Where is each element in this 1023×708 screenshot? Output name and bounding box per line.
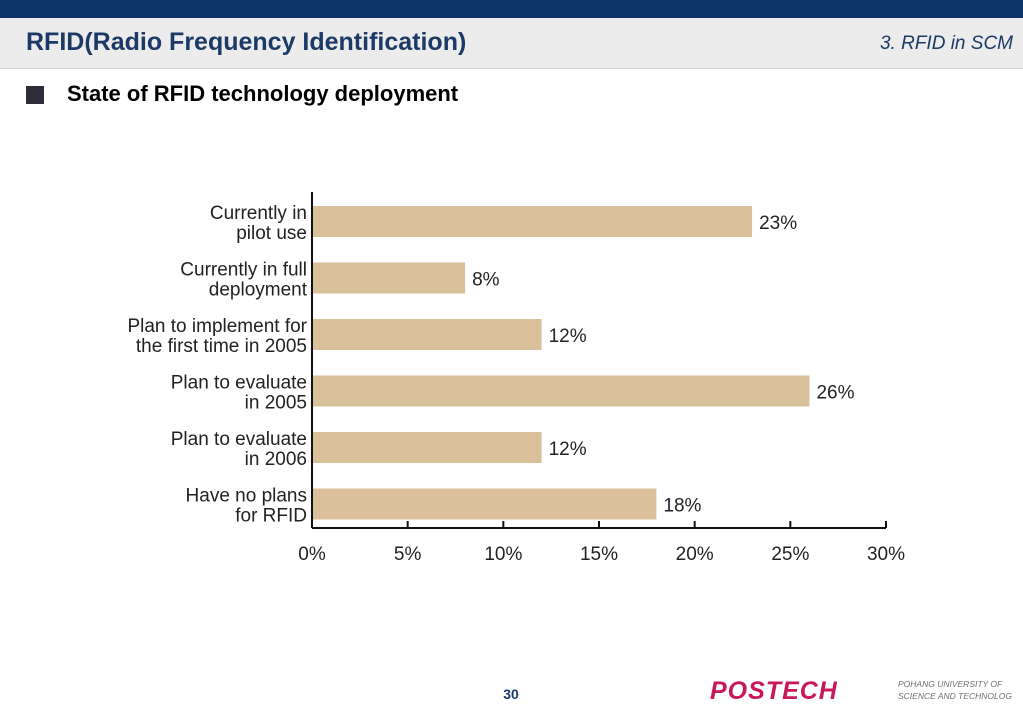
category-label: deployment [209, 280, 308, 301]
bar-value-label: 12% [549, 326, 587, 347]
top-stripe [0, 0, 1023, 18]
category-label: for RFID [235, 506, 307, 527]
category-label: Plan to evaluate [171, 373, 307, 394]
bar [312, 488, 657, 520]
postech-logo: POSTECH POHANG UNIVERSITY OF SCIENCE AND… [710, 677, 1013, 705]
header-band [0, 18, 1023, 69]
category-label: in 2006 [245, 449, 307, 470]
bar-value-label: 18% [663, 496, 701, 517]
bar [312, 432, 542, 463]
bar [312, 375, 810, 407]
bullet-square-icon [26, 86, 44, 104]
category-label: in 2005 [245, 393, 307, 414]
x-tick-label: 25% [771, 544, 809, 565]
x-tick-label: 20% [676, 544, 714, 565]
category-label: Currently in [210, 203, 307, 224]
category-label: pilot use [236, 223, 307, 244]
logo-university-line2: SCIENCE AND TECHNOLOGY [898, 691, 1013, 701]
page-number: 30 [503, 686, 519, 702]
section-label: 3. RFID in SCM [879, 33, 1013, 54]
chart-subtitle: State of RFID technology deployment [67, 81, 459, 106]
category-label: Plan to implement for [127, 316, 307, 337]
category-label: Currently in full [180, 260, 307, 281]
x-tick-label: 0% [298, 544, 326, 565]
category-label: Plan to evaluate [171, 429, 307, 450]
x-tick-label: 30% [867, 544, 905, 565]
bar [312, 319, 542, 350]
slide-title: RFID(Radio Frequency Identification) [26, 28, 467, 56]
bar-value-label: 12% [549, 439, 587, 460]
bar-value-label: 26% [816, 383, 854, 404]
category-label: Have no plans [186, 486, 307, 507]
category-label: the first time in 2005 [136, 336, 307, 357]
logo-wordmark: POSTECH [710, 677, 838, 705]
bar [312, 206, 753, 237]
bar-value-label: 8% [472, 270, 500, 291]
bar-value-label: 23% [759, 213, 797, 234]
logo-university-line1: POHANG UNIVERSITY OF [898, 679, 1003, 689]
x-tick-label: 15% [580, 544, 618, 565]
x-tick-label: 10% [484, 544, 522, 565]
x-tick-label: 5% [394, 544, 422, 565]
bar [312, 262, 466, 294]
